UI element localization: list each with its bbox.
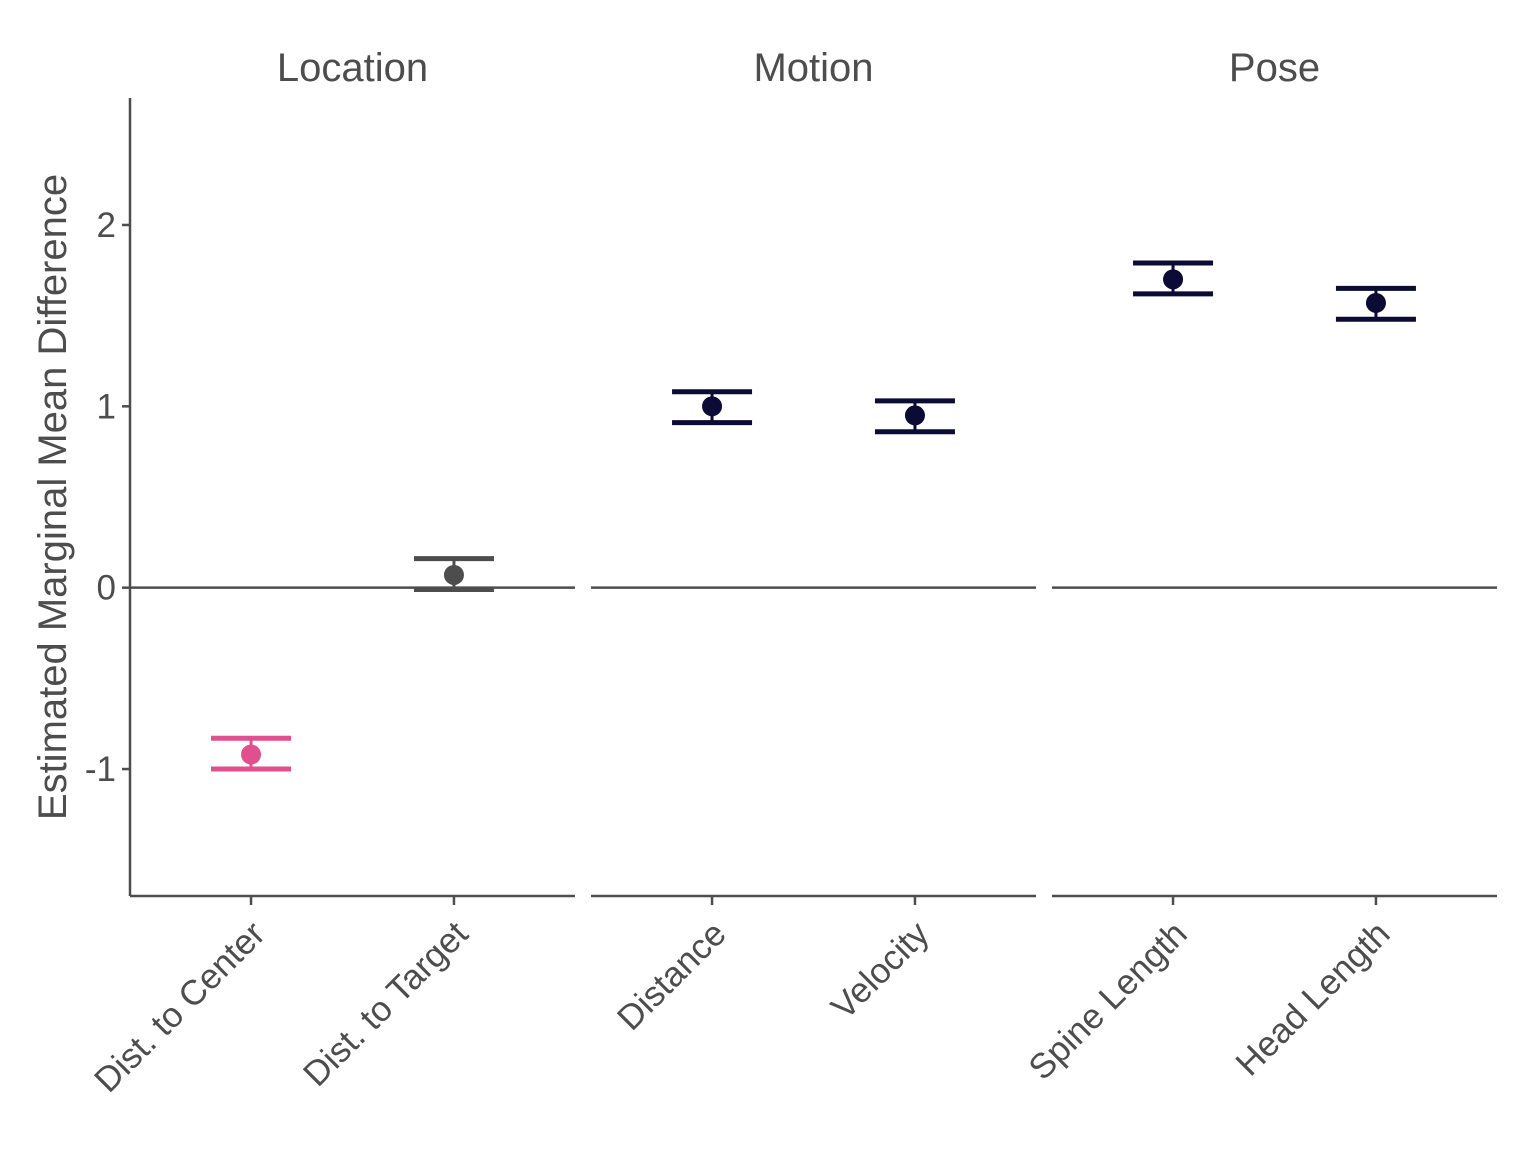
x-tick-label: Distance [610, 914, 734, 1038]
y-tick-label: -1 [85, 750, 116, 789]
data-point-group [413, 556, 494, 592]
x-tick-label: Dist. to Target [296, 914, 476, 1094]
data-point-group [211, 735, 292, 772]
data-point [702, 396, 723, 417]
data-point [443, 564, 464, 585]
data-point [904, 405, 925, 426]
data-point [1365, 292, 1386, 313]
y-tick-label: 0 [97, 569, 116, 608]
x-tick-label: Dist. to Center [87, 914, 273, 1100]
y-axis-title: Estimated Marginal Mean Difference [31, 174, 75, 820]
facet-title: Motion [753, 46, 873, 90]
facet-panel: Pose Spine Length Head Length [1021, 46, 1497, 1088]
facet-title: Pose [1229, 46, 1320, 90]
facets: Location Dist. to Center Dist. to Target Mo… [87, 46, 1497, 1100]
y-tick-label: 1 [97, 387, 116, 426]
x-tick-label: Spine Length [1021, 914, 1194, 1087]
x-tick-label: Velocity [824, 914, 937, 1027]
x-tick-label: Head Length [1228, 914, 1397, 1083]
facet-title: Location [277, 46, 428, 90]
y-axis: -1 0 1 2 [85, 98, 132, 896]
facet-panel: Motion Distance Velocity [591, 46, 1036, 1038]
data-point [1163, 269, 1184, 290]
data-point [241, 744, 262, 765]
data-point-group [672, 389, 753, 426]
y-tick-label: 2 [97, 206, 116, 245]
data-point-group [1133, 260, 1214, 297]
facet-panel: Location Dist. to Center Dist. to Target [87, 46, 575, 1100]
data-point-group [1335, 285, 1416, 322]
data-point-group [874, 398, 955, 435]
